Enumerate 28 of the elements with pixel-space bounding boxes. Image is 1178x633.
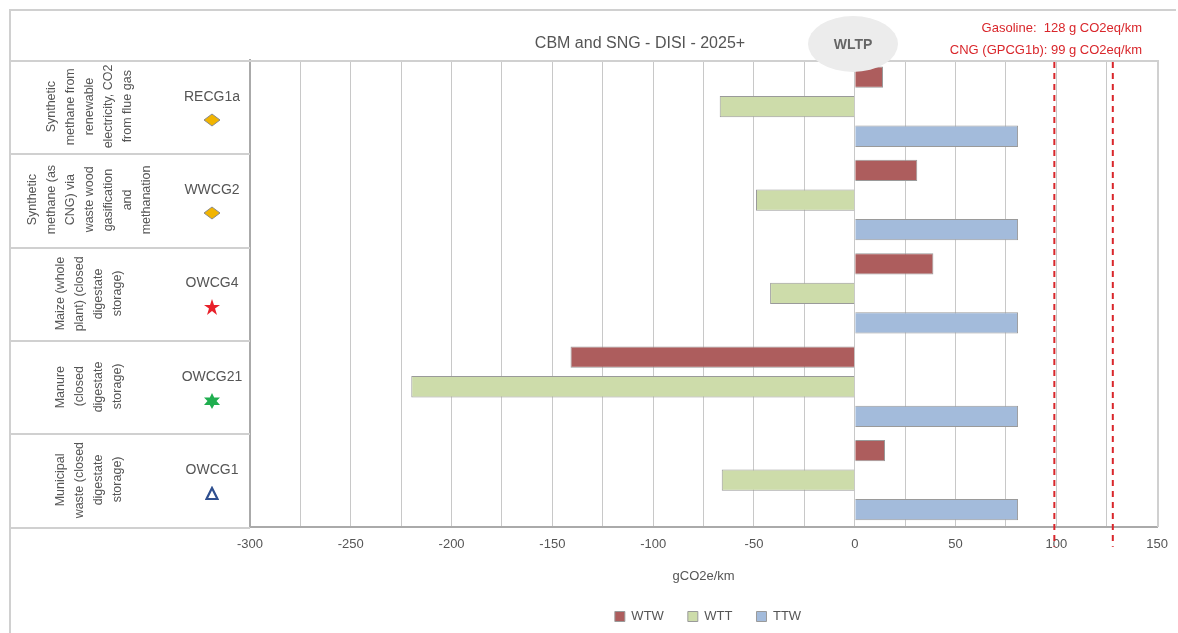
x-tick-label: 150 [1146, 536, 1169, 552]
x-tick-label: -150 [539, 536, 566, 552]
chart-title: CBM and SNG - DISI - 2025+ [534, 34, 746, 52]
y-tick-label: RECG1a [183, 87, 241, 104]
y-tick-label: OWCG4 [185, 274, 239, 291]
ref-line-label: CNG (GPCG1b): 99 g CO2eq/km [949, 41, 1142, 57]
legend-label: TTW [772, 608, 802, 624]
x-tick-label: 50 [948, 536, 963, 552]
x-axis-title: gCO2e/km [672, 567, 735, 583]
legend-label: WTT [704, 608, 733, 624]
x-tick-label: -200 [438, 536, 465, 552]
y-tick-label: OWCG21 [181, 367, 243, 384]
text: Synthetic methane (as CNG) via waste wood gasification and methanation [23, 164, 154, 237]
y-tick-label: WWCG2 [184, 180, 240, 197]
legend-label: WTW [631, 608, 665, 624]
text: Maize (whole plant) (closed digestate storage) [52, 254, 125, 333]
x-tick-label: 100 [1045, 536, 1068, 552]
text: Municipal waste (closed digestate storage) [52, 440, 125, 521]
x-tick-label: -250 [337, 536, 364, 552]
text: Manure (closed digestate storage) [52, 360, 125, 415]
x-tick-label: -50 [744, 536, 764, 552]
ref-line-label: Gasoline: 128 g CO2eq/km [981, 19, 1142, 35]
x-tick-label: -100 [640, 536, 667, 552]
x-tick-label: 0 [851, 536, 859, 552]
text: Synthetic methane from renewable electricity, CO2 from flue gas [42, 64, 135, 150]
badge: WLTP [808, 16, 898, 72]
y-tick-label: OWCG1 [185, 460, 239, 477]
x-tick-label: -300 [236, 536, 264, 552]
